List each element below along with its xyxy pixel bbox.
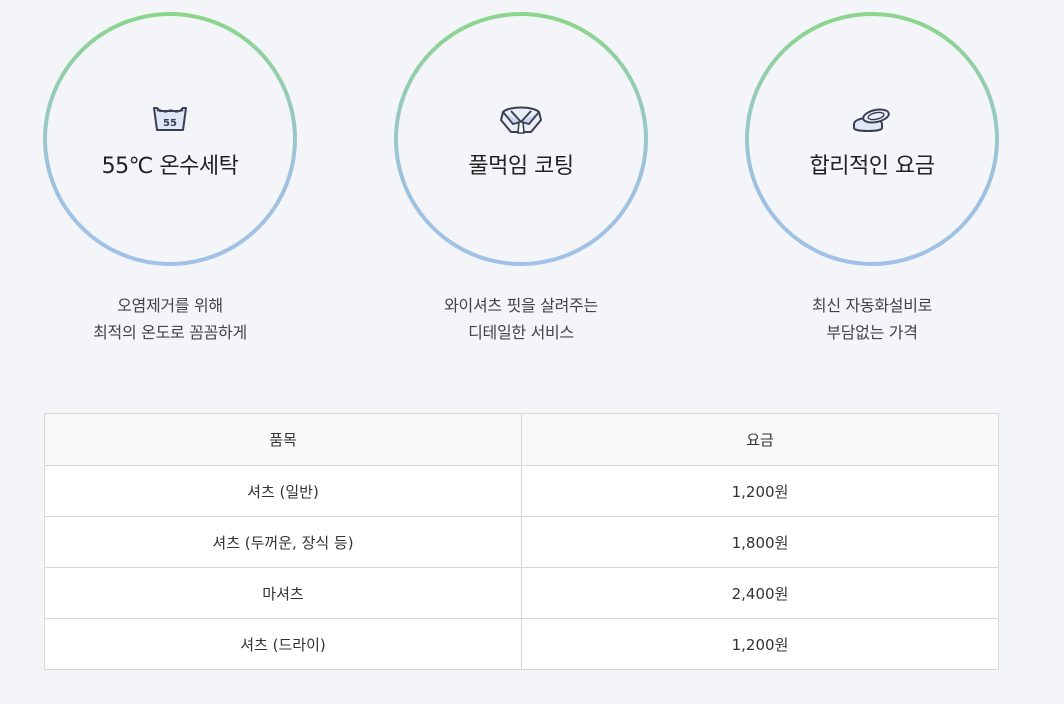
item-cell: 마셔츠 <box>44 567 522 619</box>
feature-desc-line: 최신 자동화설비로 <box>811 296 933 315</box>
price-cell: 2,400원 <box>521 567 999 619</box>
table-row: 셔츠 (두꺼운, 장식 등) 1,800원 <box>44 516 999 568</box>
feature-description: 오염제거를 위해 최적의 온도로 꼼꼼하게 <box>43 292 297 346</box>
table-row: 마셔츠 2,400원 <box>44 567 999 619</box>
table-header-row: 품목 요금 <box>44 413 999 466</box>
item-cell: 셔츠 (일반) <box>44 465 522 517</box>
feature-desc-line: 오염제거를 위해 <box>117 296 223 315</box>
feature-circle: 55 55℃ 온수세탁 <box>43 12 297 266</box>
feature-circle: 풀먹임 코팅 <box>394 12 648 266</box>
feature-desc-line: 디테일한 서비스 <box>468 323 574 342</box>
price-cell: 1,800원 <box>521 516 999 568</box>
feature-hot-wash: 55 55℃ 온수세탁 오염제거를 위해 최적의 온도로 꼼꼼하게 <box>43 12 297 346</box>
feature-title: 풀먹임 코팅 <box>468 154 574 179</box>
column-header-price: 요금 <box>521 413 999 466</box>
feature-desc-line: 부담없는 가격 <box>826 323 918 342</box>
feature-title: 55℃ 온수세탁 <box>101 154 239 179</box>
feature-reasonable-price: 합리적인 요금 최신 자동화설비로 부담없는 가격 <box>745 12 999 346</box>
price-table: 품목 요금 셔츠 (일반) 1,200원 셔츠 (두꺼운, 장식 등) 1,80… <box>44 413 999 670</box>
feature-starch-coating: 풀먹임 코팅 와이셔츠 핏을 살려주는 디테일한 서비스 <box>394 12 648 346</box>
feature-desc-line: 와이셔츠 핏을 살려주는 <box>444 296 598 315</box>
feature-description: 와이셔츠 핏을 살려주는 디테일한 서비스 <box>394 292 648 346</box>
wash-icon-number: 55 <box>163 118 177 129</box>
shirt-collar-icon <box>500 106 542 134</box>
feature-circle: 합리적인 요금 <box>745 12 999 266</box>
table-row: 셔츠 (일반) 1,200원 <box>44 465 999 517</box>
feature-title: 합리적인 요금 <box>809 154 935 179</box>
feature-description: 최신 자동화설비로 부담없는 가격 <box>745 292 999 346</box>
price-cell: 1,200원 <box>521 465 999 517</box>
wash-55-icon: 55 <box>153 107 187 131</box>
features-section: 55 55℃ 온수세탁 오염제거를 위해 최적의 온도로 꼼꼼하게 풀먹임 코팅 <box>43 12 999 346</box>
price-cell: 1,200원 <box>521 618 999 670</box>
coins-icon <box>853 108 890 132</box>
feature-desc-line: 최적의 온도로 꼼꼼하게 <box>93 323 247 342</box>
column-header-item: 품목 <box>44 413 522 466</box>
table-row: 셔츠 (드라이) 1,200원 <box>44 618 999 670</box>
item-cell: 셔츠 (드라이) <box>44 618 522 670</box>
item-cell: 셔츠 (두꺼운, 장식 등) <box>44 516 522 568</box>
